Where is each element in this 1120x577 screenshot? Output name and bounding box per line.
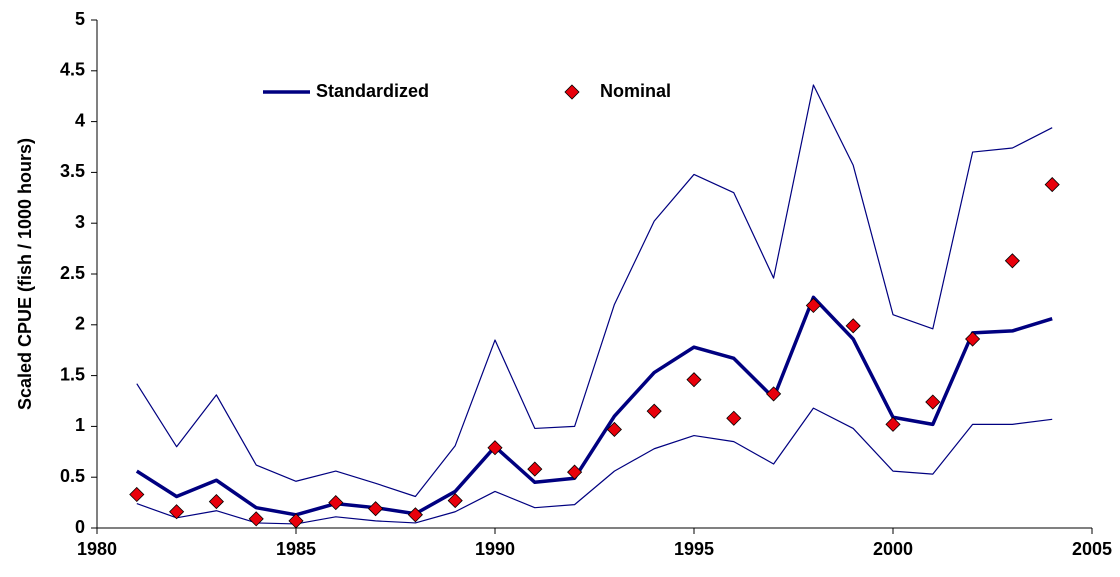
x-tick-label: 2005	[1072, 539, 1112, 559]
marker	[567, 464, 583, 480]
marker	[805, 297, 821, 314]
legend-label: Nominal	[600, 81, 671, 101]
y-tick-label: 4.5	[60, 60, 85, 80]
y-tick-label: 5	[75, 9, 85, 29]
y-tick-label: 4	[75, 110, 85, 130]
x-tick-label: 1985	[276, 539, 316, 559]
y-tick-label: 3	[75, 212, 85, 232]
marker	[169, 504, 185, 520]
marker	[885, 416, 901, 432]
y-tick-label: 1.5	[60, 364, 85, 384]
marker	[766, 386, 782, 402]
x-tick-label: 1980	[77, 539, 117, 559]
marker	[646, 403, 662, 419]
marker	[686, 372, 702, 388]
marker	[527, 461, 543, 477]
marker	[925, 394, 941, 410]
marker	[447, 493, 463, 509]
legend-marker	[564, 84, 580, 100]
y-tick-label: 3.5	[60, 161, 85, 181]
marker	[487, 440, 503, 456]
marker	[845, 318, 861, 334]
line	[135, 295, 1053, 517]
line	[136, 84, 1053, 498]
marker	[407, 507, 423, 523]
marker	[726, 410, 742, 426]
marker	[208, 494, 224, 510]
x-tick-label: 1990	[475, 539, 515, 559]
x-tick-label: 2000	[873, 539, 913, 559]
line	[136, 407, 1053, 525]
marker	[1044, 177, 1060, 193]
y-tick-label: 1	[75, 415, 85, 435]
y-tick-label: 2	[75, 314, 85, 334]
y-tick-label: 0.5	[60, 466, 85, 486]
marker	[368, 501, 384, 517]
marker	[606, 421, 622, 438]
marker	[129, 486, 145, 503]
legend-label: Standardized	[316, 81, 429, 101]
marker	[248, 511, 264, 527]
y-tick-label: 0	[75, 517, 85, 537]
y-tick-label: 2.5	[60, 263, 85, 283]
x-tick-label: 1995	[674, 539, 714, 559]
marker	[1004, 253, 1020, 269]
marker	[328, 495, 344, 511]
marker	[288, 513, 304, 529]
marker	[965, 331, 981, 347]
y-axis-label: Scaled CPUE (fish / 1000 hours)	[15, 138, 35, 410]
